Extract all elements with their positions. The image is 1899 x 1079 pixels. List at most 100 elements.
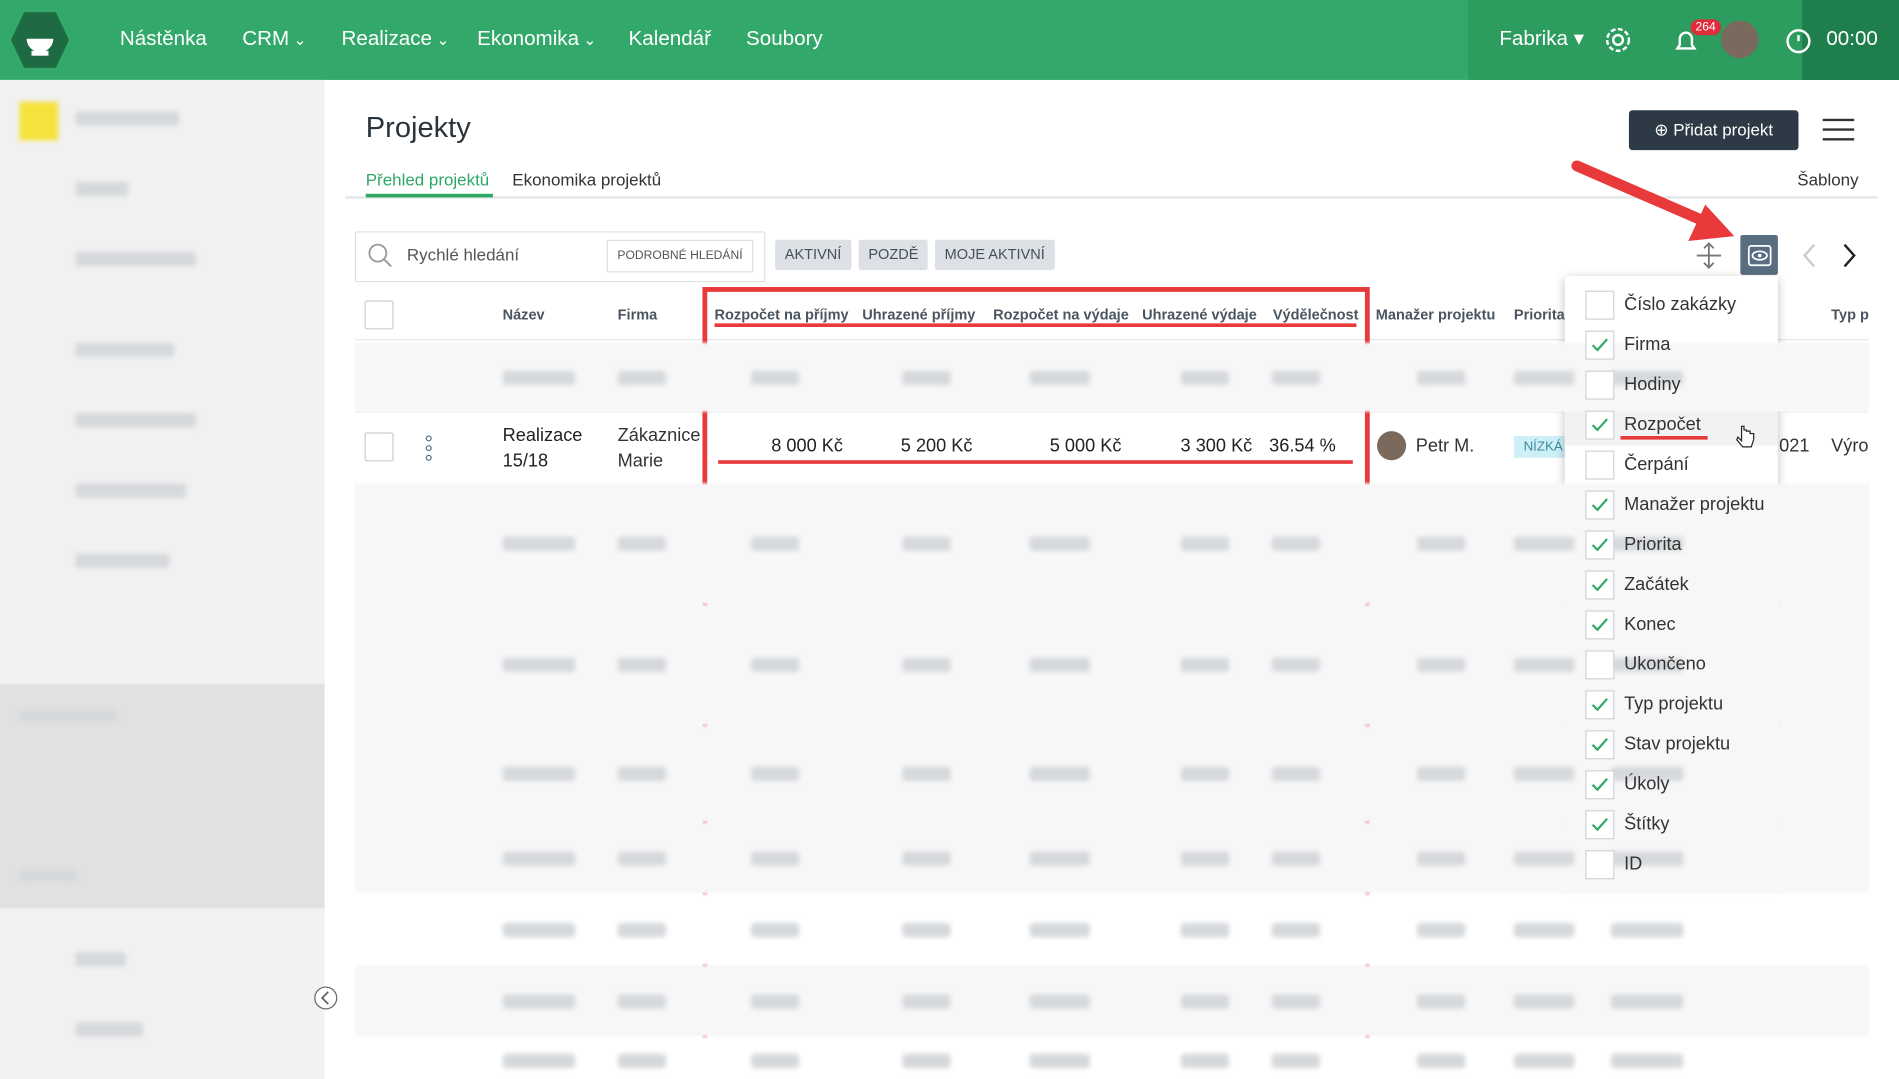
blur-cell — [902, 850, 951, 866]
column-header[interactable]: Název — [502, 306, 545, 324]
tab[interactable]: Ekonomika projektů — [512, 169, 662, 189]
menu-checkbox[interactable] — [1585, 530, 1615, 560]
bell-icon[interactable] — [1669, 24, 1703, 58]
blur-cell — [617, 657, 667, 673]
menu-checkbox[interactable] — [1585, 770, 1615, 800]
menu-label[interactable]: Čerpání — [1624, 454, 1689, 475]
column-header[interactable]: Uhrazené příjmy — [862, 306, 976, 324]
menu-checkbox[interactable] — [1585, 370, 1615, 400]
menu-checkbox[interactable] — [1585, 650, 1615, 680]
blur-cell — [1180, 850, 1230, 866]
nav-item[interactable]: Ekonomika ⌄ — [477, 26, 597, 50]
menu-label[interactable]: Manažer projektu — [1624, 494, 1765, 515]
templates[interactable]: Šablony — [1797, 169, 1859, 189]
menu-checkbox[interactable] — [1585, 330, 1615, 360]
nav-item[interactable]: Kalendář — [628, 26, 711, 50]
menu-checkbox[interactable] — [1585, 410, 1615, 440]
blur-cell — [1416, 536, 1466, 552]
menu-label[interactable]: Rozpočet — [1624, 414, 1701, 435]
advanced-search[interactable]: PODROBNÉ HLEDÁNÍ — [606, 239, 754, 273]
timer[interactable]: 00:00 — [1826, 26, 1878, 50]
checkmark — [1591, 778, 1608, 792]
checkmark — [1591, 418, 1608, 432]
blur-cell — [1180, 922, 1230, 937]
row-underline — [718, 460, 1353, 464]
nav-item[interactable]: Nástěnka — [119, 26, 207, 50]
column-header[interactable]: Manažer projektu — [1375, 306, 1496, 324]
row-company: Zákaznice Marie — [617, 425, 701, 472]
pager[interactable] — [1797, 240, 1865, 271]
menu-label[interactable]: Konec — [1624, 614, 1676, 635]
menu-checkbox[interactable] — [1585, 490, 1615, 520]
blur-cell — [1513, 922, 1575, 937]
blur-cell — [617, 1053, 667, 1069]
filter[interactable]: AKTIVNÍ — [775, 239, 852, 271]
settings-icon[interactable] — [1601, 23, 1635, 57]
menu-checkbox[interactable] — [1585, 610, 1615, 640]
menu-label[interactable]: Číslo zakázky — [1624, 294, 1737, 315]
menu-label[interactable]: Priorita — [1624, 534, 1682, 555]
nav-item[interactable]: Realizace ⌄ — [341, 26, 450, 50]
row-name[interactable]: Realizace 15/18 — [502, 425, 583, 472]
menu-checkbox[interactable] — [1585, 570, 1615, 600]
menu-label[interactable]: Firma — [1624, 334, 1671, 355]
blur-cell — [902, 993, 951, 1009]
workspace[interactable]: Fabrika ▾ — [1499, 26, 1585, 50]
menu-label[interactable]: Štítky — [1624, 813, 1670, 835]
menu-label[interactable]: Úkoly — [1624, 773, 1670, 795]
blur-cell — [1610, 993, 1684, 1009]
menu-checkbox[interactable] — [1585, 290, 1615, 320]
blur-cell — [617, 536, 667, 552]
menu-label[interactable]: Typ projektu — [1624, 693, 1724, 715]
column-header[interactable]: Uhrazené výdaje — [1142, 306, 1257, 324]
tab[interactable]: Přehled projektů — [365, 169, 490, 189]
menu-checkbox[interactable] — [1585, 730, 1615, 760]
row-checkbox[interactable] — [364, 432, 394, 462]
search-box[interactable] — [354, 231, 766, 283]
blur-cell — [1513, 1053, 1575, 1069]
nav-item[interactable]: CRM ⌄ — [242, 26, 307, 50]
blur-cell — [902, 766, 951, 782]
caret: ⌄ — [289, 30, 307, 49]
checkmark — [1591, 817, 1608, 832]
blur-cell — [1180, 536, 1230, 552]
blur-cell — [1610, 922, 1684, 937]
row-value: 5 200 Kč — [900, 435, 973, 457]
menu-label[interactable]: ID — [1624, 853, 1643, 875]
row-menu[interactable] — [421, 434, 436, 463]
filter[interactable]: MOJE AKTIVNÍ — [934, 239, 1055, 271]
blur-cell — [1271, 922, 1321, 937]
menu-label[interactable]: Začátek — [1624, 574, 1689, 595]
blur-cell — [1610, 850, 1684, 866]
column-header[interactable]: Rozpočet na příjmy — [714, 306, 849, 324]
nav-item[interactable]: Soubory — [746, 26, 823, 50]
column-header[interactable]: Výdělečnost — [1272, 306, 1359, 324]
blur-cell — [502, 657, 576, 673]
add-project-label: Přidat projekt — [1673, 119, 1774, 140]
menu-label[interactable]: Hodiny — [1624, 374, 1681, 395]
column-header[interactable]: Priorita — [1513, 306, 1565, 324]
logo — [10, 12, 70, 68]
search-placeholder: Rychlé hledání — [406, 244, 520, 265]
collapse-button[interactable] — [312, 985, 339, 1012]
menu-checkbox[interactable] — [1585, 810, 1615, 840]
checkmark — [1591, 498, 1608, 512]
menu-label[interactable]: Stav projektu — [1624, 733, 1731, 755]
add-project-button[interactable]: ⊕ Přidat projekt — [1628, 110, 1799, 151]
row-height-icon[interactable] — [1693, 240, 1724, 271]
filter[interactable]: POZDĚ — [858, 239, 929, 271]
select-all[interactable] — [364, 300, 394, 330]
menu-checkbox[interactable] — [1585, 850, 1615, 880]
tab-active-line — [365, 193, 493, 198]
column-header[interactable]: Typ p — [1831, 306, 1869, 324]
menu-checkbox[interactable] — [1585, 450, 1615, 480]
row-type: Výro — [1831, 435, 1869, 457]
column-header[interactable]: Firma — [617, 306, 658, 324]
menu-checkbox[interactable] — [1585, 690, 1615, 720]
avatar[interactable] — [1720, 20, 1759, 59]
blur-cell — [750, 1053, 800, 1069]
column-header[interactable]: Rozpočet na výdaje — [993, 306, 1129, 324]
menu-label[interactable]: Ukončeno — [1624, 653, 1706, 675]
settings-sliders[interactable] — [1820, 114, 1856, 145]
